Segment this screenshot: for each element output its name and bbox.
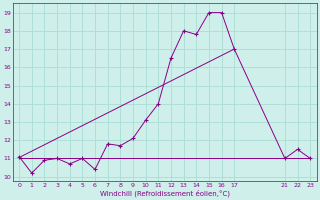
X-axis label: Windchill (Refroidissement éolien,°C): Windchill (Refroidissement éolien,°C) <box>100 189 230 197</box>
